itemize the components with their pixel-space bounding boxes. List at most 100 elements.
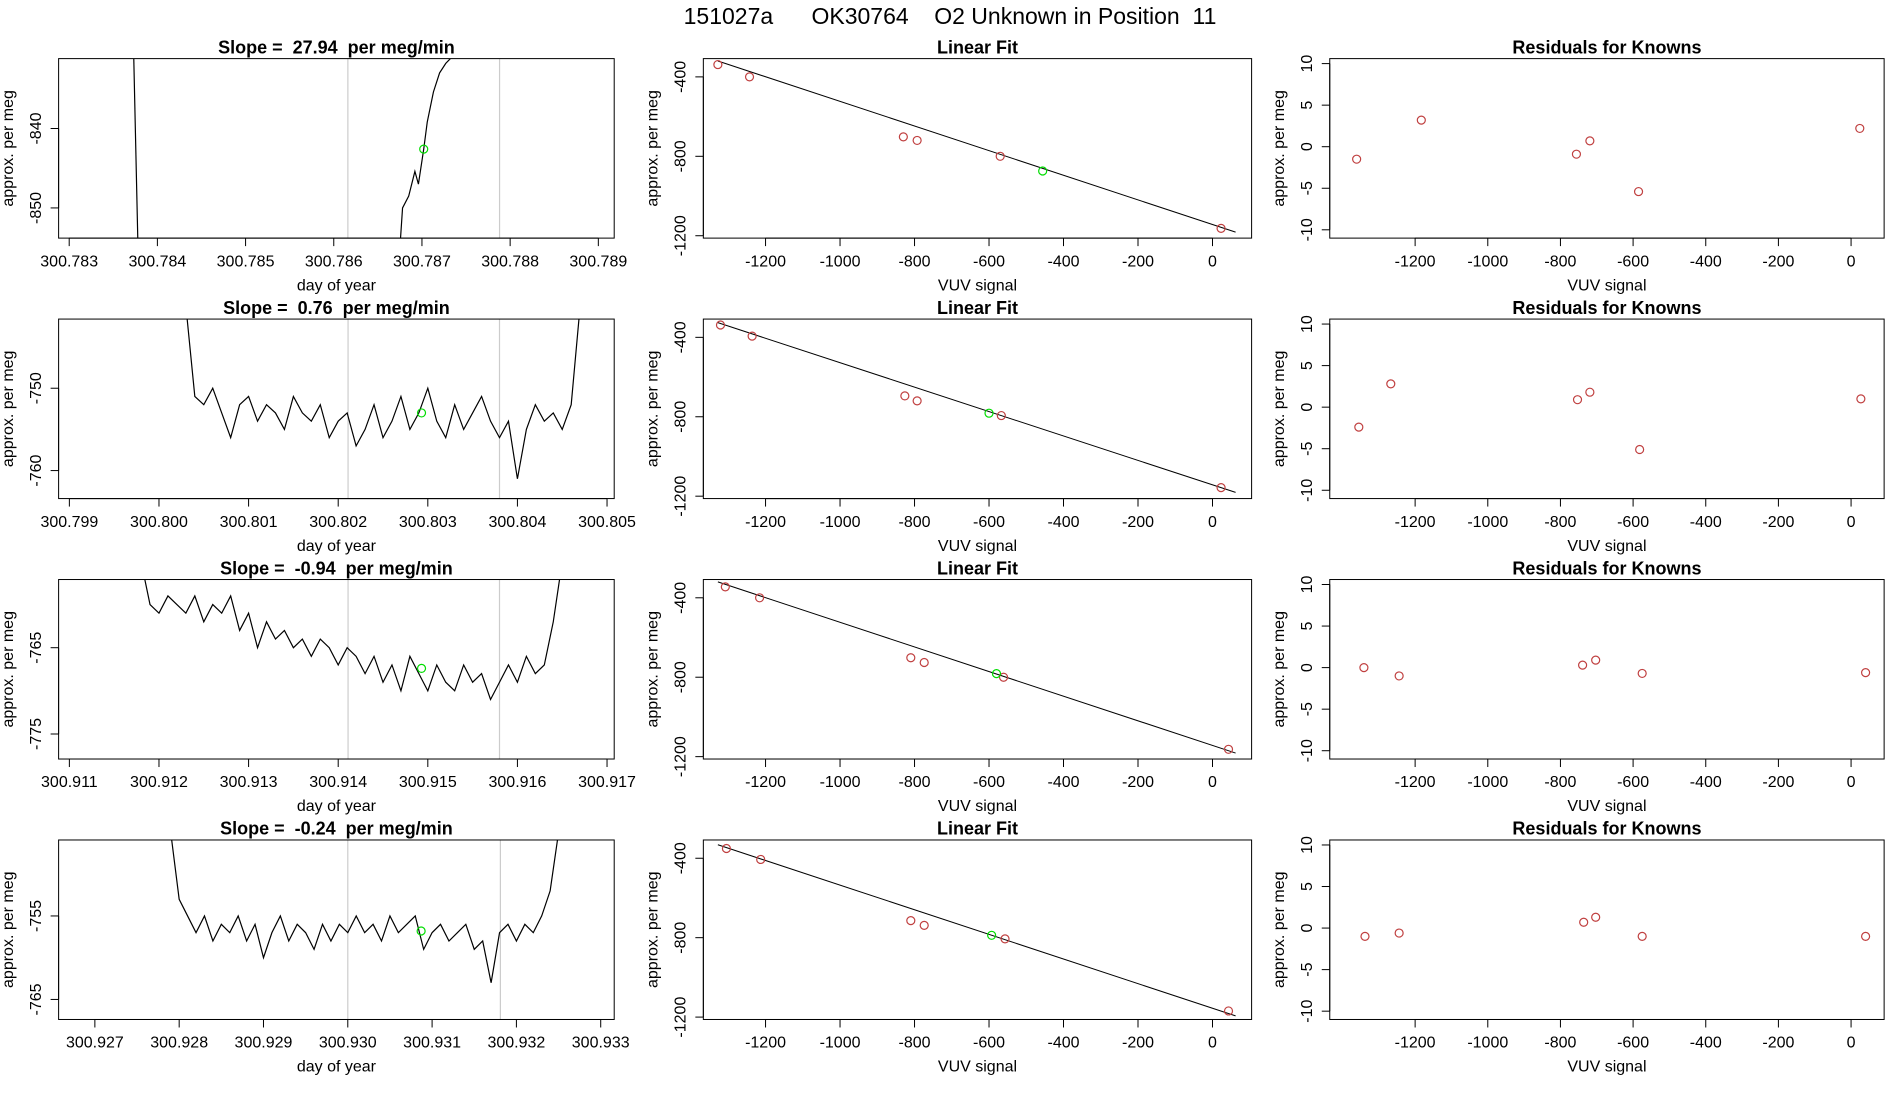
y-tick-label: -755 bbox=[28, 900, 45, 932]
x-tick-label: -1200 bbox=[1395, 514, 1436, 531]
y-axis-label: approx. per meg bbox=[1271, 611, 1288, 728]
point bbox=[1359, 663, 1369, 673]
highlight-point bbox=[984, 408, 994, 418]
x-tick-label: -1000 bbox=[1467, 774, 1508, 791]
panel-title: Residuals for Knowns bbox=[1512, 819, 1701, 839]
point bbox=[1416, 115, 1426, 125]
series-line bbox=[171, 839, 559, 983]
point bbox=[1360, 931, 1370, 941]
plot-frame bbox=[702, 58, 1253, 239]
x-tick-label: -1200 bbox=[1395, 253, 1436, 270]
plot-frame bbox=[58, 58, 615, 239]
point bbox=[1354, 422, 1364, 432]
highlight-point bbox=[991, 669, 1002, 679]
point bbox=[912, 135, 922, 146]
x-tick-label: -1000 bbox=[1467, 253, 1508, 270]
y-tick-label: -750 bbox=[28, 372, 45, 404]
y-tick-label: -1200 bbox=[673, 997, 690, 1038]
x-axis-label: VUV signal bbox=[1567, 798, 1646, 815]
y-tick-label: -10 bbox=[1299, 479, 1316, 502]
plot-area bbox=[713, 59, 1236, 233]
x-tick-label: -200 bbox=[1122, 774, 1154, 791]
panel: Residuals for Knowns VUV signal approx. pe… bbox=[1271, 37, 1885, 294]
y-axis-label: approx. per meg bbox=[0, 871, 17, 988]
x-tick-label: 300.787 bbox=[393, 253, 451, 270]
y-tick-label: 5 bbox=[1299, 101, 1316, 110]
plot-area bbox=[1352, 115, 1865, 197]
point bbox=[1637, 668, 1647, 679]
x-tick-label: 0 bbox=[1847, 514, 1856, 531]
plot-area bbox=[1360, 912, 1871, 941]
point bbox=[1637, 931, 1647, 941]
panel-title: Residuals for Knowns bbox=[1512, 558, 1701, 578]
x-tick-label: 300.914 bbox=[309, 774, 367, 791]
point bbox=[1394, 671, 1404, 681]
panel-title: Linear Fit bbox=[937, 37, 1018, 57]
x-tick-label: 300.929 bbox=[235, 1035, 293, 1052]
x-axis-label: day of year bbox=[297, 538, 377, 555]
x-tick-label: 300.801 bbox=[220, 514, 278, 531]
x-tick-label: 0 bbox=[1847, 253, 1856, 270]
point bbox=[1394, 928, 1404, 938]
y-tick-label: -765 bbox=[28, 632, 45, 664]
panel: Residuals for Knowns VUV signal approx. pe… bbox=[1271, 298, 1885, 555]
highlight-point bbox=[1038, 166, 1048, 176]
series-line bbox=[133, 58, 452, 239]
x-tick-label: 300.933 bbox=[572, 1035, 630, 1052]
x-axis-label: day of year bbox=[297, 277, 377, 294]
plot-frame bbox=[1329, 579, 1885, 760]
x-tick-label: -800 bbox=[1544, 774, 1576, 791]
x-tick-label: 300.785 bbox=[217, 253, 275, 270]
plot-frame bbox=[702, 579, 1253, 760]
x-tick-label: -800 bbox=[1544, 253, 1576, 270]
y-tick-label: -775 bbox=[28, 718, 45, 750]
x-tick-label: -1000 bbox=[820, 1035, 861, 1052]
y-tick-label: 10 bbox=[1299, 836, 1316, 854]
panel-title: Linear Fit bbox=[937, 819, 1018, 839]
panel: Slope = -0.94 per meg/min day of year appr… bbox=[0, 558, 636, 815]
panel: Residuals for Knowns VUV signal approx. pe… bbox=[1271, 558, 1885, 815]
x-tick-label: -1200 bbox=[745, 514, 786, 531]
x-tick-label: 300.784 bbox=[128, 253, 186, 270]
point bbox=[1585, 136, 1595, 146]
y-tick-label: 10 bbox=[1299, 55, 1316, 73]
plot-frame bbox=[702, 318, 1253, 500]
point bbox=[715, 320, 726, 330]
x-tick-label: 300.800 bbox=[130, 514, 188, 531]
panel: Residuals for Knowns VUV signal approx. pe… bbox=[1271, 819, 1885, 1076]
plot-area bbox=[1359, 655, 1871, 681]
point bbox=[898, 132, 908, 142]
plot-area bbox=[717, 843, 1236, 1017]
y-tick-label: -10 bbox=[1299, 1000, 1316, 1023]
y-tick-label: -5 bbox=[1299, 441, 1316, 455]
point bbox=[1572, 395, 1583, 405]
x-tick-label: 300.788 bbox=[481, 253, 539, 270]
panel-title: Slope = 27.94 per meg/min bbox=[218, 37, 455, 57]
x-tick-label: -600 bbox=[1617, 774, 1649, 791]
x-tick-label: -800 bbox=[1544, 514, 1576, 531]
x-tick-label: -200 bbox=[1122, 514, 1154, 531]
x-tick-label: -800 bbox=[1544, 1035, 1576, 1052]
x-tick-label: -1200 bbox=[745, 253, 786, 270]
y-tick-label: 0 bbox=[1299, 663, 1316, 672]
plot-frame bbox=[58, 839, 615, 1020]
x-axis-label: VUV signal bbox=[938, 538, 1017, 555]
point bbox=[919, 657, 929, 668]
y-tick-label: -400 bbox=[673, 842, 690, 874]
y-tick-label: -1200 bbox=[673, 215, 690, 256]
y-tick-label: 0 bbox=[1299, 924, 1316, 933]
y-tick-label: 10 bbox=[1299, 576, 1316, 594]
x-tick-label: -200 bbox=[1762, 514, 1794, 531]
x-tick-label: -800 bbox=[899, 1035, 931, 1052]
highlight-point bbox=[416, 926, 426, 936]
plot-area bbox=[186, 319, 580, 499]
x-tick-label: -1000 bbox=[820, 514, 861, 531]
x-tick-label: 0 bbox=[1847, 1035, 1856, 1052]
point bbox=[1352, 154, 1362, 164]
x-tick-label: -800 bbox=[899, 514, 931, 531]
y-axis-label: approx. per meg bbox=[645, 351, 662, 468]
x-tick-label: 300.917 bbox=[578, 774, 636, 791]
panel: Linear Fit VUV signal approx. per meg -1200… bbox=[645, 819, 1253, 1076]
x-axis-label: VUV signal bbox=[938, 1059, 1017, 1076]
plot-area bbox=[133, 58, 501, 239]
